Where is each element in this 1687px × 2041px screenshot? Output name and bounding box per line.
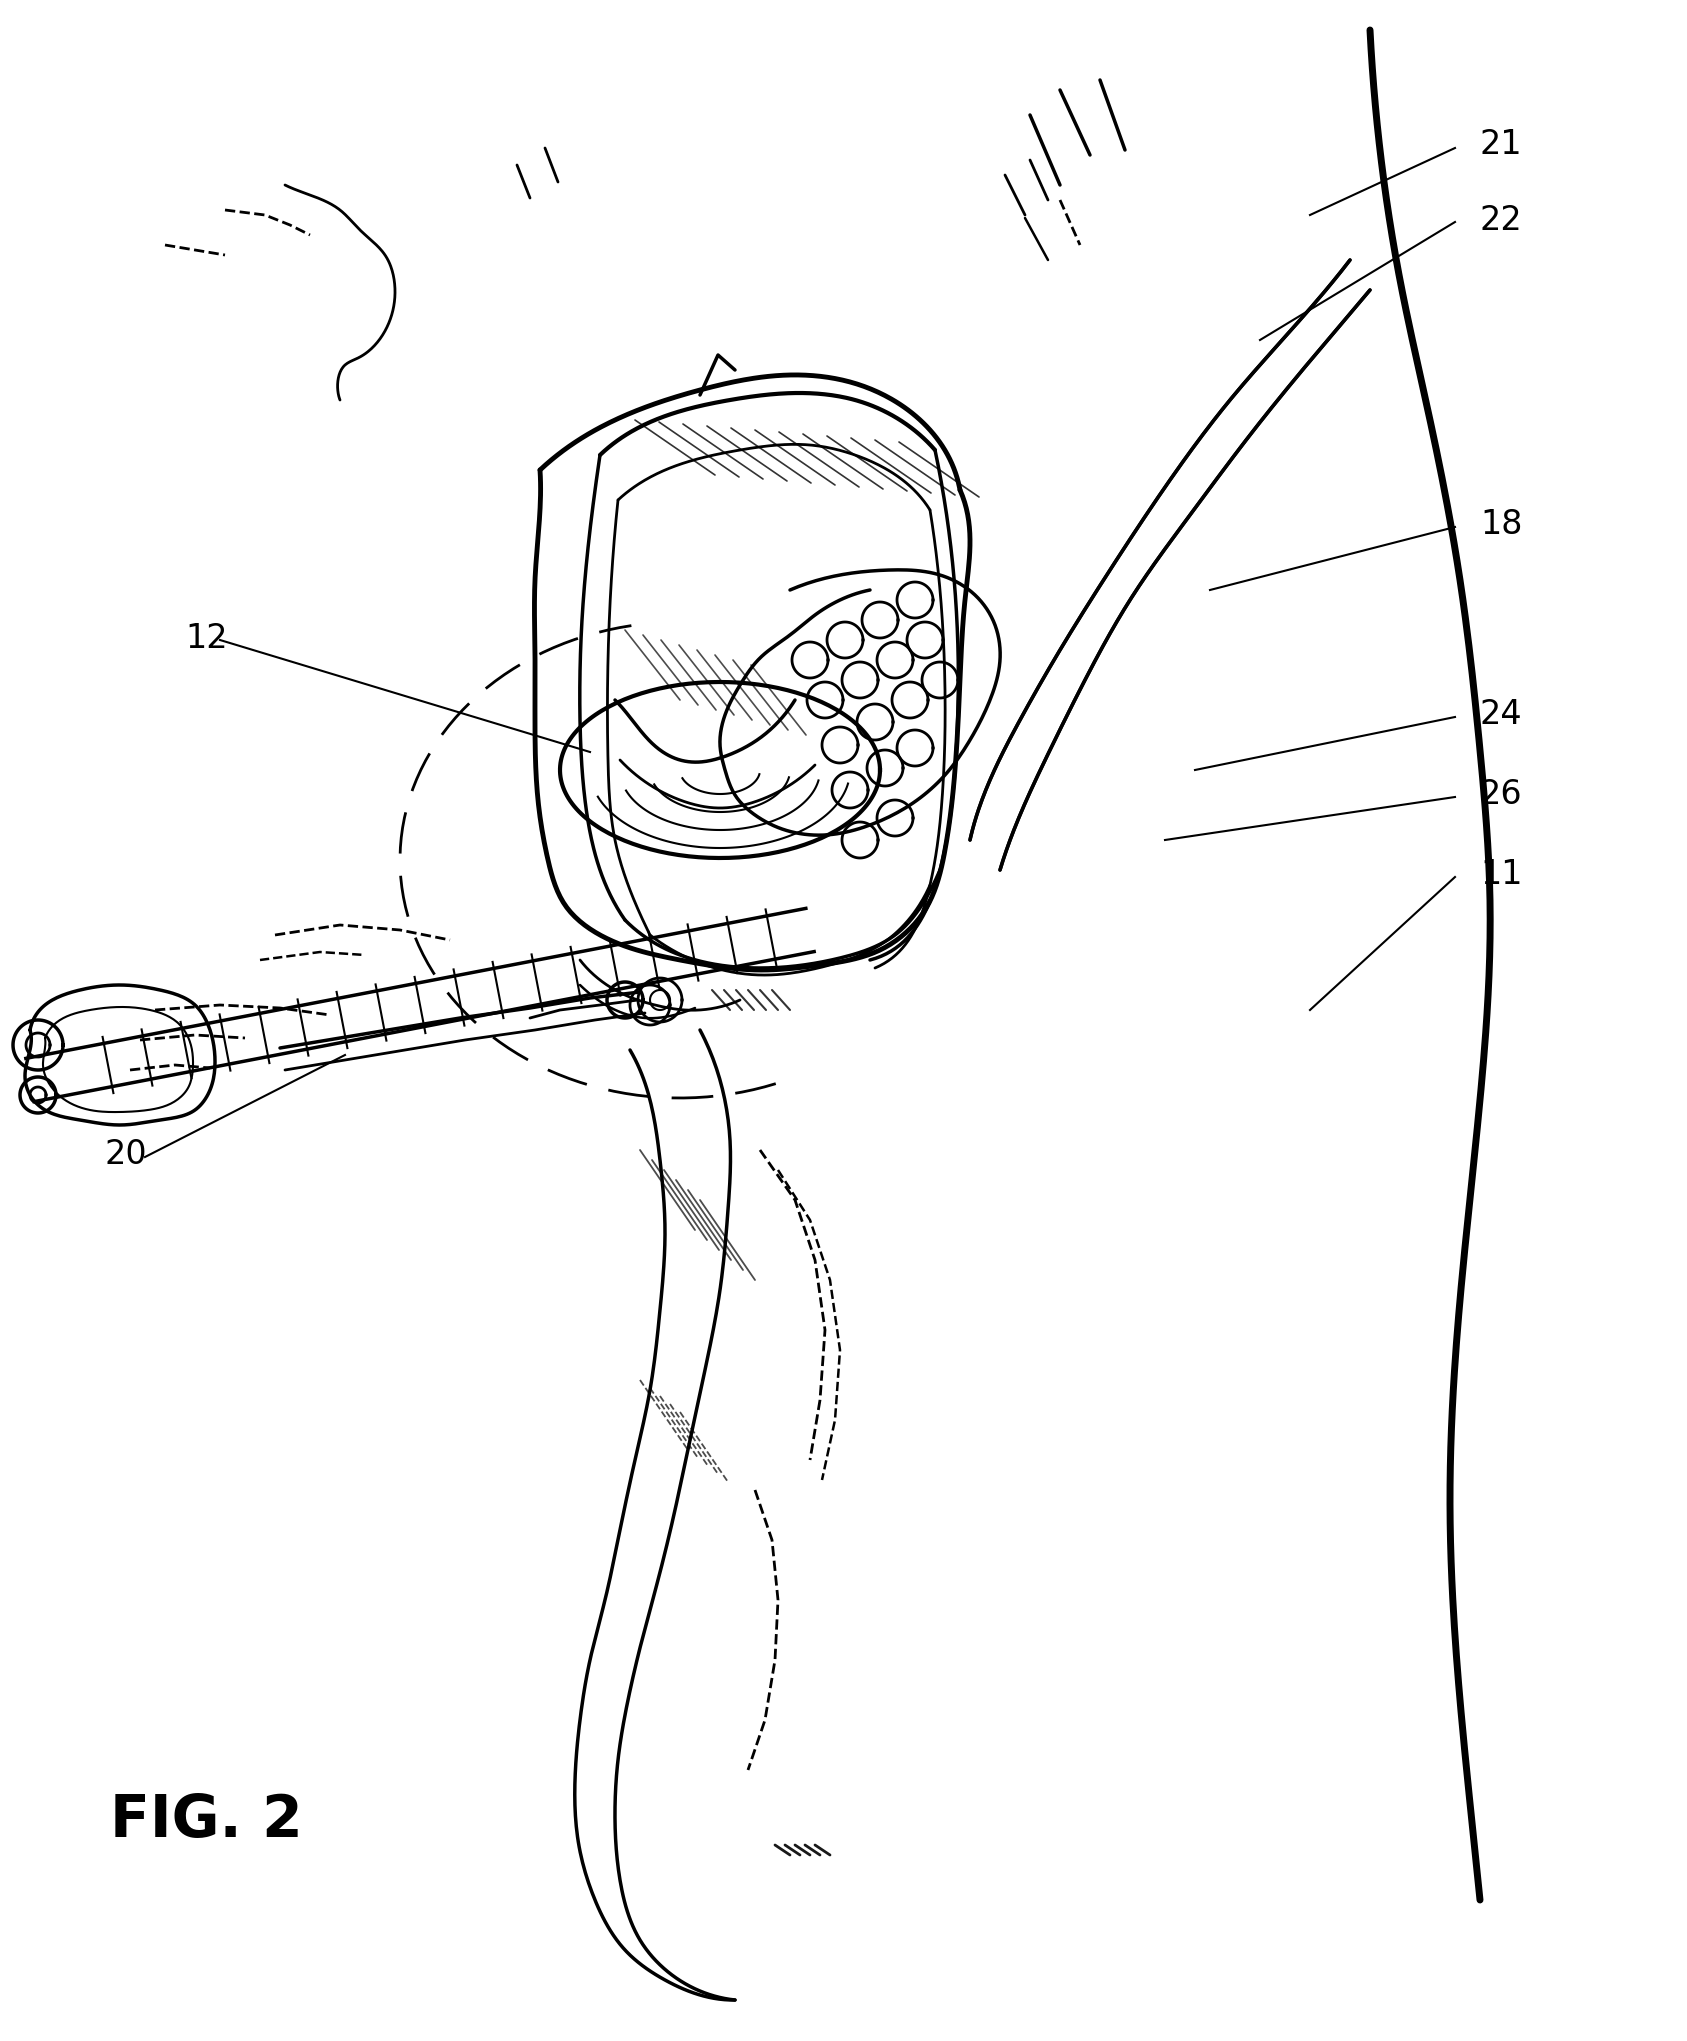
Polygon shape <box>970 259 1370 869</box>
Text: 11: 11 <box>1479 859 1522 892</box>
Text: 20: 20 <box>105 1139 148 1172</box>
Text: FIG. 2: FIG. 2 <box>110 1792 302 1849</box>
Text: 18: 18 <box>1479 508 1522 541</box>
Text: 26: 26 <box>1479 778 1523 812</box>
Text: 21: 21 <box>1479 129 1523 161</box>
Text: 24: 24 <box>1479 698 1523 731</box>
Text: 22: 22 <box>1479 204 1523 237</box>
Text: 12: 12 <box>186 623 228 655</box>
